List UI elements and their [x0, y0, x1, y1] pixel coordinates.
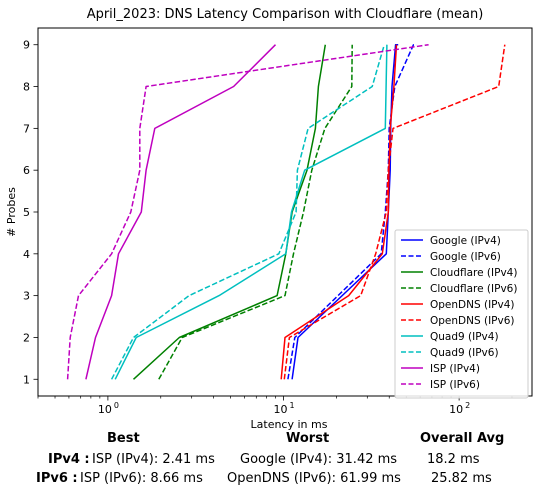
series-line-8: [110, 44, 386, 380]
x-tick-label: 10: [449, 403, 463, 416]
chart-title: April_2023: DNS Latency Comparison with …: [87, 7, 484, 22]
y-tick-label: 4: [23, 248, 30, 261]
worst-ipv6: OpenDNS (IPv6): 61.99 ms: [227, 471, 401, 486]
legend-label: OpenDNS (IPv6): [430, 315, 515, 327]
overall-ipv4: 18.2 ms: [427, 452, 480, 467]
series-line-6: [283, 44, 506, 380]
legend-label: ISP (IPv4): [430, 363, 480, 375]
y-tick-label: 9: [23, 39, 30, 52]
legend-label: ISP (IPv6): [430, 379, 480, 391]
legend-label: OpenDNS (IPv4): [430, 299, 515, 311]
header-worst: Worst: [286, 431, 330, 446]
series-line-7: [114, 44, 388, 380]
legend-label: Google (IPv4): [430, 235, 501, 247]
legend-label: Cloudflare (IPv6): [430, 283, 517, 295]
legend-label: Google (IPv6): [430, 251, 501, 263]
x-tick-exponent: 2: [465, 401, 470, 410]
series-line-5: [280, 44, 398, 380]
y-tick-label: 8: [23, 81, 30, 94]
header-overall-avg: Overall Avg: [420, 431, 505, 446]
series-line-4: [158, 44, 353, 380]
y-tick-label: 3: [23, 290, 30, 303]
legend-label: Quad9 (IPv6): [430, 347, 499, 359]
row-label-ipv6: IPv6 :: [36, 471, 78, 486]
best-ipv6: ISP (IPv6): 8.66 ms: [80, 471, 203, 486]
x-tick-exponent: 0: [114, 401, 119, 410]
y-tick-label: 1: [23, 373, 30, 386]
legend-box: [394, 229, 529, 399]
y-tick-label: 7: [23, 122, 30, 135]
overall-ipv6: 25.82 ms: [431, 471, 492, 486]
worst-ipv4: Google (IPv4): 31.42 ms: [240, 452, 398, 467]
row-label-ipv4: IPv4 :: [48, 452, 90, 467]
y-tick-label: 6: [23, 164, 30, 177]
y-tick-label: 2: [23, 331, 30, 344]
y-tick-label: 5: [23, 206, 30, 219]
series-line-1: [291, 43, 399, 380]
series-line-9: [85, 44, 277, 380]
legend-label: Cloudflare (IPv4): [430, 267, 517, 279]
latency-chart: April_2023: DNS Latency Comparison with …: [5, 7, 533, 430]
legend-label: Quad9 (IPv4): [430, 331, 499, 343]
y-axis-label: # Probes: [5, 187, 18, 237]
x-axis-label: Latency in ms: [251, 418, 328, 430]
best-ipv4: ISP (IPv4): 2.41 ms: [92, 452, 215, 467]
header-best: Best: [107, 431, 140, 446]
x-tick-exponent: 1: [290, 401, 295, 410]
x-tick-label: 10: [274, 403, 288, 416]
series-line-10: [66, 43, 429, 380]
x-tick-label: 10: [98, 403, 112, 416]
